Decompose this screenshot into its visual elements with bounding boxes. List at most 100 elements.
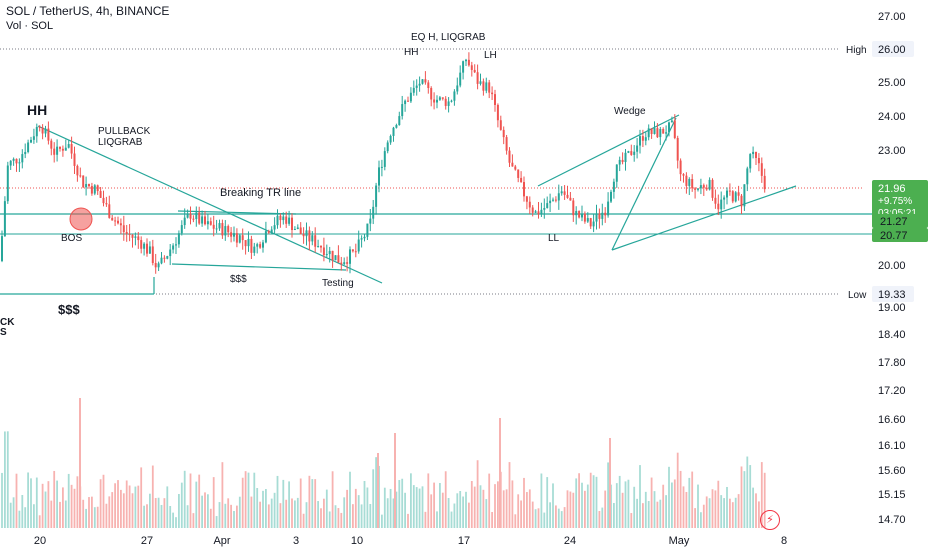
candle [111,214,114,221]
candle [166,255,169,260]
candle [612,178,615,199]
time-label: 24 [564,535,576,547]
candle [665,125,668,141]
candle [757,153,760,172]
candle-body [169,249,172,257]
candle [186,209,189,219]
candle-body [383,151,386,167]
candle-body [639,136,641,146]
candle [737,185,740,201]
candle [621,152,624,165]
annotation-edge-ck: CK [0,317,15,328]
candle [633,145,636,162]
volume-bar [157,497,160,528]
candle [453,89,456,106]
candle-body [656,128,659,138]
candle [76,164,79,182]
candle [53,142,56,163]
candle-body [546,203,549,209]
volume-layer [1,398,766,528]
volume-bar [340,512,343,528]
candle-body [59,146,61,149]
candle [447,97,450,113]
candle-body [415,85,418,88]
high-label: High [846,45,867,56]
candle-body [90,186,93,194]
candle-body [728,190,731,192]
time-label: 3 [293,535,299,547]
volume-bar [607,462,609,528]
volume-bar [50,500,53,528]
candle-body [30,139,32,143]
candle-body [511,162,514,167]
candle [212,215,215,237]
candle [32,128,35,144]
volume-bar [67,473,70,528]
candle [380,159,383,177]
candle [581,205,583,222]
volume-bar [552,483,554,528]
volume-bar [714,490,717,528]
candle [697,188,699,192]
candle [395,123,398,129]
candle [462,60,465,80]
volume-bar [383,487,386,528]
volume-bar [120,489,122,528]
candle-body [563,191,566,195]
last-price-value: 21.96 [878,183,906,195]
candle [694,186,697,199]
price-tick: 27.00 [878,11,906,23]
candle [12,157,15,166]
volume-bar [218,502,221,528]
candle [624,149,627,171]
volume-bar [146,504,148,528]
candle-body [505,137,508,151]
candle [372,199,375,225]
volume-bar [412,485,415,528]
candle-body [67,144,70,148]
candle-body [296,227,299,229]
candle-body [491,92,494,95]
volume-bar [314,479,317,528]
candle-body [604,212,607,216]
candle-body [209,221,212,225]
candle [656,123,659,138]
candle-body [485,82,488,91]
volume-bar [186,505,189,528]
candle [554,196,557,203]
candle-body [137,236,140,241]
candle [105,196,108,207]
candle-body [32,136,35,140]
lightning-icon[interactable]: ⚡ [760,510,780,530]
volume-bar [305,502,308,528]
candle [349,246,351,274]
candle-body [125,231,128,234]
volume-bar [653,491,656,528]
annotation-breaking-tr: Breaking TR line [220,187,301,199]
candle [146,238,148,257]
volume-spike [394,433,396,528]
volume-bar [673,479,676,528]
volume-bar [723,498,725,528]
volume-bar [644,491,647,528]
volume-bar [398,480,401,528]
candle-body [201,216,204,224]
volume-bar [386,498,389,528]
volume-spike [499,418,501,528]
volume-bar [73,488,76,528]
candle-body [204,216,206,225]
candle [328,246,331,263]
volume-bar [24,507,27,528]
volume-bar [468,502,470,528]
volume-bar [18,510,21,528]
volume-spike [79,398,81,528]
volume-bar [685,491,688,528]
candle-body [569,197,572,201]
candle [157,261,160,272]
candle [119,218,122,235]
candle-body [241,235,244,241]
candle [502,126,505,145]
volume-bar [163,498,166,528]
